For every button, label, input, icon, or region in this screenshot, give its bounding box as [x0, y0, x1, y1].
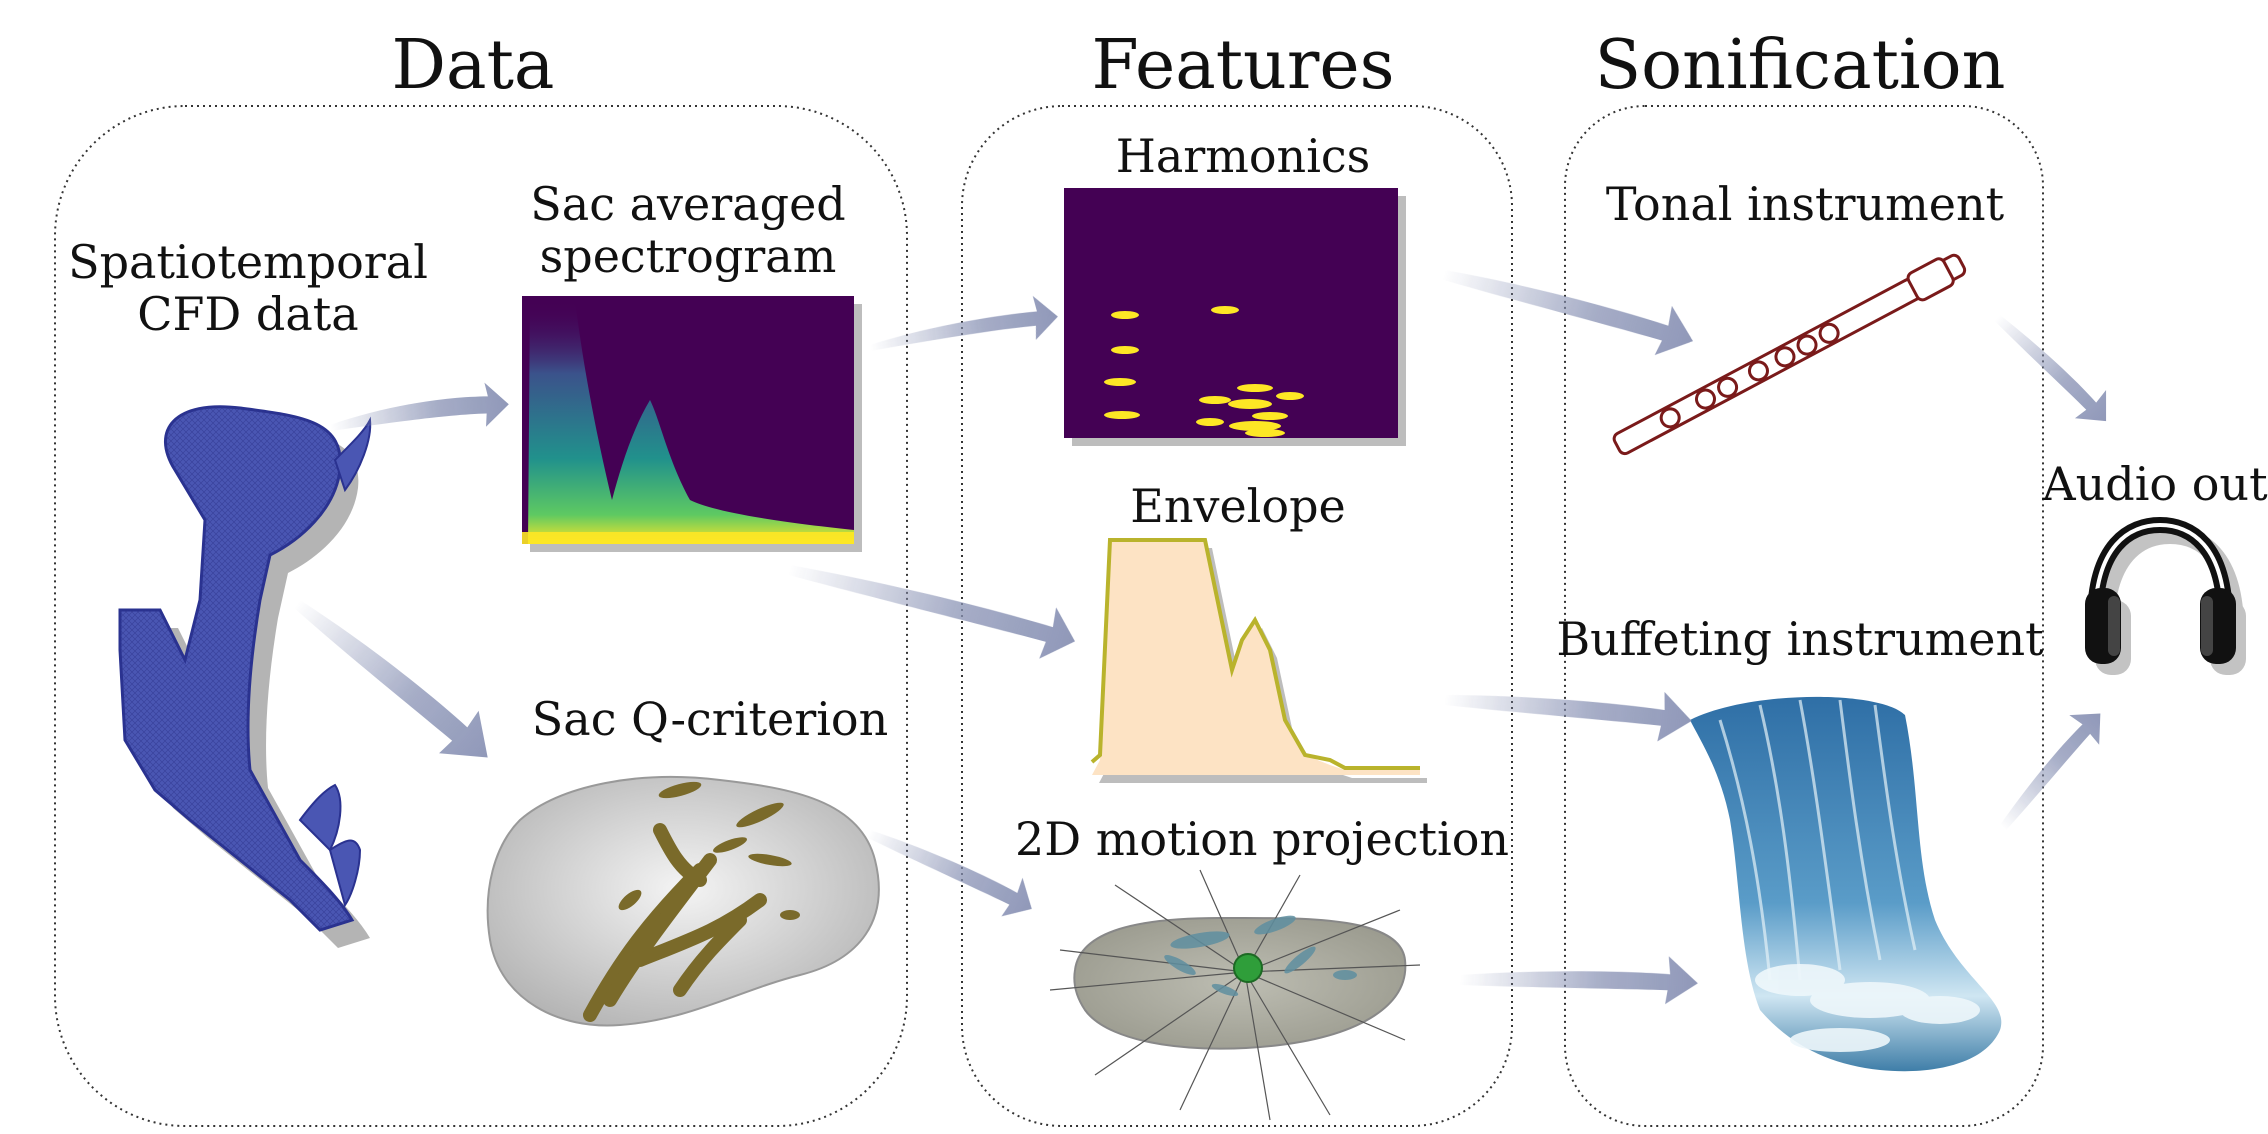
- flute-icon: [1612, 253, 1967, 456]
- section-title-sonification: Sonification: [1595, 26, 2006, 105]
- data-panel: [54, 105, 908, 1127]
- motion-projection-image: [1049, 869, 1421, 1121]
- flow-arrows: [293, 270, 2107, 1005]
- buffeting-instrument-label: Buffeting instrument: [1556, 612, 2044, 666]
- q-criterion-label: Sac Q-criterion: [532, 692, 888, 746]
- waterfall-icon: [1690, 696, 2002, 1072]
- audio-out-label: Audio out: [2041, 457, 2268, 511]
- envelope-label: Envelope: [1130, 479, 1346, 533]
- arrow-spectrogram-to-envelope: [787, 565, 1075, 659]
- arrow-envelope-to-waterfall: [1443, 691, 1692, 742]
- harmonics-label: Harmonics: [1116, 129, 1371, 183]
- arrow-qcriterion-to-projection: [866, 830, 1032, 917]
- envelope-plot: [1090, 538, 1427, 783]
- arrow-waterfall-to-headphones: [2000, 713, 2101, 831]
- arrow-flute-to-headphones: [1994, 315, 2107, 422]
- arrow-vessel-to-qcriterion: [293, 600, 488, 758]
- arrow-vessel-to-spectrogram: [330, 382, 509, 431]
- q-criterion-image: [486, 775, 880, 1027]
- spectrogram-label-line1: Sac averaged: [530, 177, 846, 231]
- spatiotemporal-label: Spatiotemporal: [68, 235, 428, 289]
- section-title-features: Features: [1091, 26, 1394, 105]
- motion-projection-label: 2D motion projection: [1015, 812, 1509, 866]
- headphones-icon: [2085, 516, 2246, 675]
- harmonics-image: [1064, 188, 1406, 446]
- tonal-instrument-label: Tonal instrument: [1606, 177, 2005, 231]
- spectrogram-label-line2: spectrogram: [540, 229, 837, 283]
- arrow-harmonics-to-flute: [1442, 270, 1694, 356]
- arrow-spectrogram-to-harmonics: [870, 295, 1058, 351]
- cfd-data-label: CFD data: [137, 287, 358, 341]
- spectrogram-image: [522, 296, 862, 552]
- section-title-data: Data: [392, 26, 555, 105]
- vessel-mesh-icon: [118, 405, 372, 948]
- arrow-projection-to-waterfall: [1459, 956, 1698, 1005]
